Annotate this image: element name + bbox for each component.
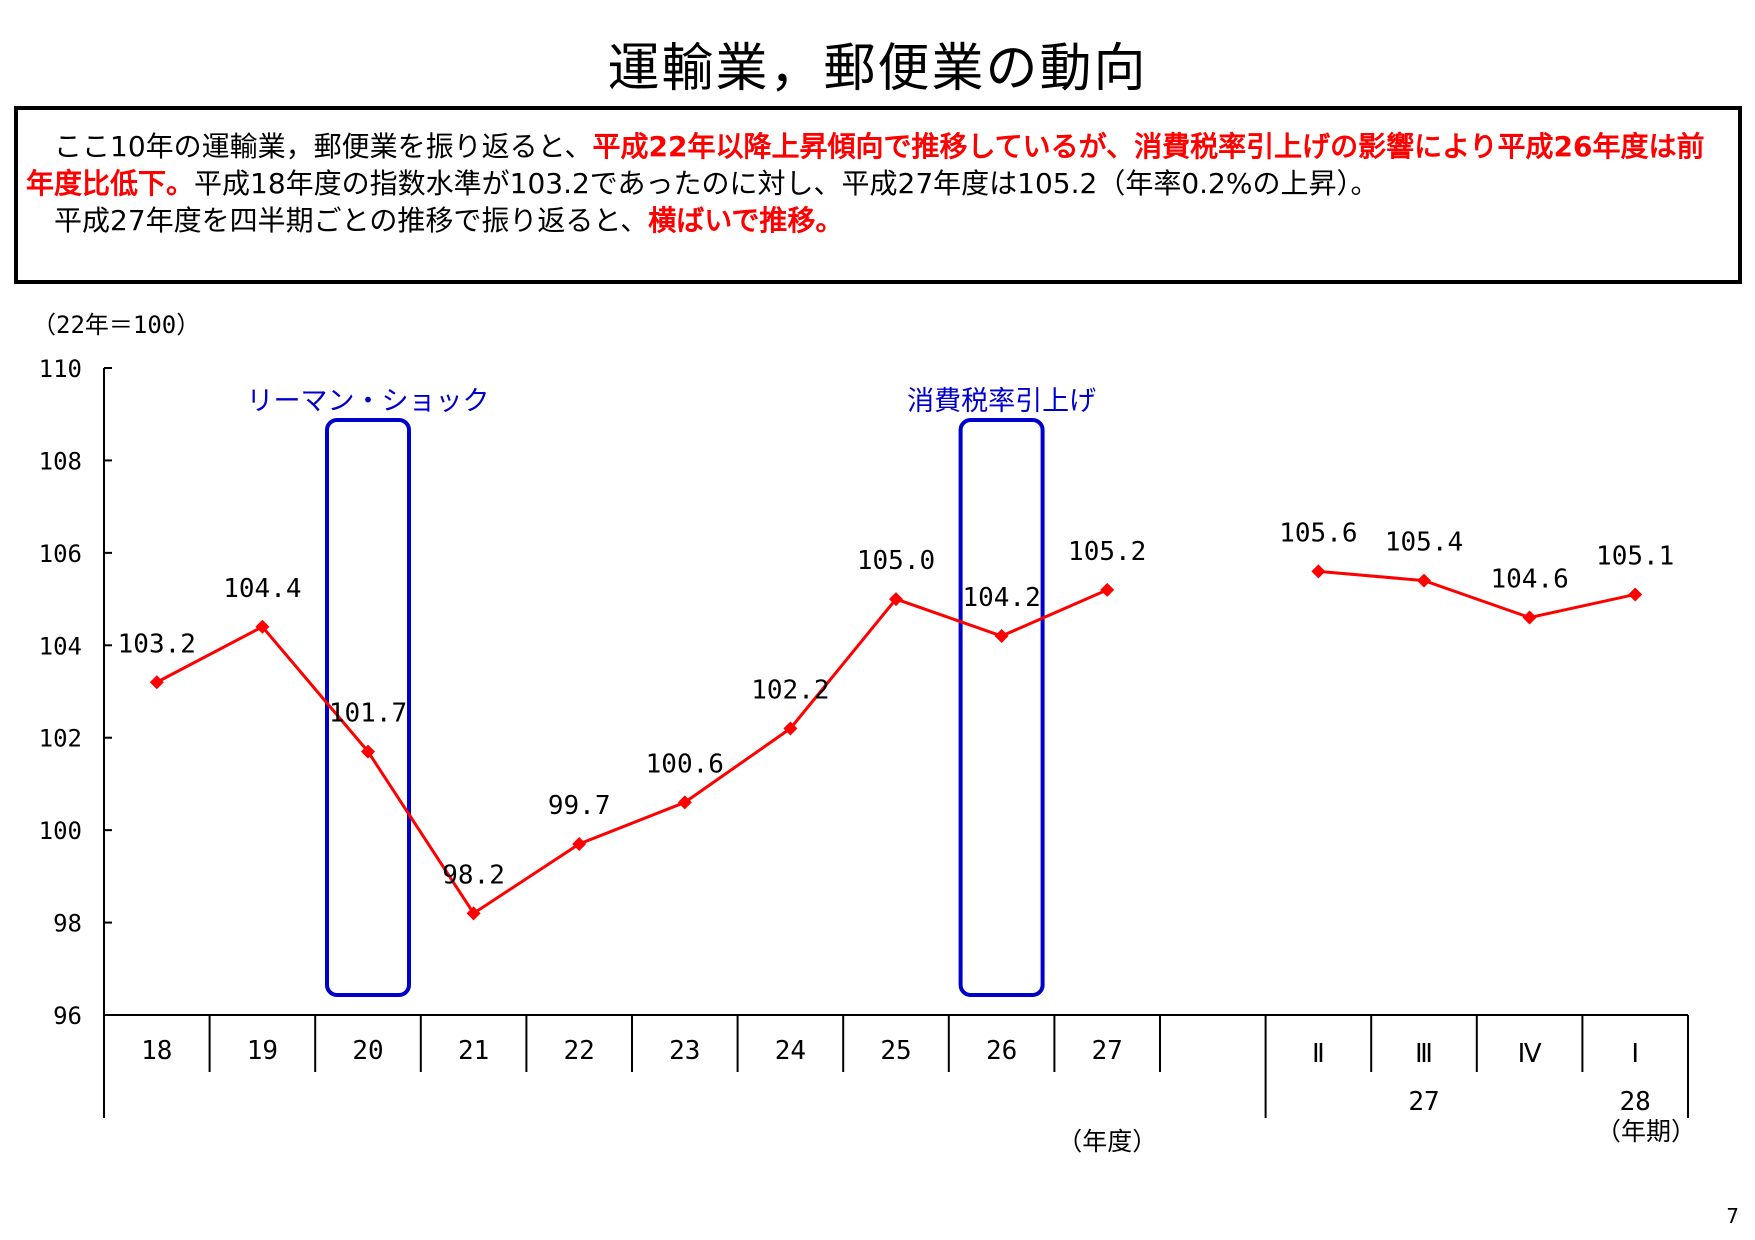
x-axis-unit-label: （年度） xyxy=(1057,1127,1157,1156)
page-title: 運輸業，郵便業の動向 xyxy=(607,39,1148,99)
annual-series-point xyxy=(149,675,164,690)
summary-paragraph-2: 平成27年度を四半期ごとの推移で振り返ると、横ばいで推移。 xyxy=(26,202,1728,239)
x-tick-label: 20 xyxy=(352,1036,383,1066)
x-axis-unit-label: （年期） xyxy=(1596,1117,1696,1146)
x-tick-label: 27 xyxy=(1092,1036,1123,1066)
quarterly-series-data-label: 104.6 xyxy=(1490,565,1568,595)
annual-series-point xyxy=(677,795,692,810)
quarterly-series-point xyxy=(1522,610,1537,625)
annual-series-data-label: 98.2 xyxy=(442,860,505,890)
highlight-box xyxy=(958,418,1045,997)
annual-series-point xyxy=(994,629,1009,644)
quarterly-series-data-label: 105.6 xyxy=(1279,518,1357,548)
annotation-label: リーマン・ショック xyxy=(247,386,490,417)
summary-paragraph-1: ここ10年の運輸業，郵便業を振り返ると、平成22年以降上昇傾向で推移しているが、… xyxy=(26,128,1728,202)
quarterly-series-point xyxy=(1417,573,1431,588)
annual-series-data-label: 102.2 xyxy=(751,675,829,705)
annual-series-data-label: 104.4 xyxy=(223,574,301,604)
annual-series-point xyxy=(783,721,798,736)
y-tick-label: 108 xyxy=(39,447,82,475)
quarterly-series-point xyxy=(1311,564,1326,579)
y-tick-label: 96 xyxy=(53,1002,82,1030)
x-year-label: 27 xyxy=(1408,1087,1439,1117)
annual-series-data-label: 105.2 xyxy=(1068,537,1146,567)
summary-text: ここ10年の運輸業，郵便業を振り返ると、 xyxy=(54,130,593,163)
summary-text: 平成18年度の指数水準が103.2であったのに対し、平成27年度は105.2（年… xyxy=(194,167,1379,200)
summary-box: ここ10年の運輸業，郵便業を振り返ると、平成22年以降上昇傾向で推移しているが、… xyxy=(14,106,1742,284)
quarterly-series-data-label: 105.1 xyxy=(1596,541,1674,571)
annual-series-data-label: 103.2 xyxy=(118,629,196,659)
summary-highlight: 平成22年以降上昇傾向で推移しているが、消費税率引上げの影響により平成26年度は… xyxy=(26,130,1705,200)
x-tick-label: 19 xyxy=(247,1036,278,1066)
x-tick-label: 21 xyxy=(458,1036,489,1066)
x-tick-label: 24 xyxy=(775,1036,806,1066)
summary-highlight: 横ばいで推移。 xyxy=(648,204,844,237)
y-tick-label: 104 xyxy=(39,632,82,660)
annual-series-data-label: 99.7 xyxy=(548,791,611,821)
x-tick-label: 22 xyxy=(564,1036,595,1066)
highlight-box xyxy=(325,418,411,997)
x-tick-label-quarter: Ⅲ xyxy=(1415,1039,1433,1069)
annual-series-point xyxy=(361,744,375,759)
annual-series-data-label: 105.0 xyxy=(857,546,935,576)
annual-series-data-label: 101.7 xyxy=(329,699,407,729)
x-tick-label: 26 xyxy=(986,1036,1017,1066)
quarterly-series-data-label: 105.4 xyxy=(1385,528,1463,558)
y-tick-label: 98 xyxy=(53,910,82,938)
y-tick-label: 102 xyxy=(39,725,82,753)
x-tick-label-quarter: Ⅳ xyxy=(1518,1039,1542,1069)
x-tick-label-quarter: Ⅰ xyxy=(1631,1039,1639,1069)
annual-series-point xyxy=(255,619,270,634)
annual-series-point xyxy=(1100,582,1115,597)
annual-series-point xyxy=(466,906,481,921)
x-tick-label: 23 xyxy=(669,1036,700,1066)
quarterly-series-line xyxy=(1318,569,1636,620)
y-axis-unit-label: （22年＝100） xyxy=(32,311,200,339)
y-tick-label: 100 xyxy=(39,817,82,845)
x-year-label: 28 xyxy=(1620,1087,1651,1117)
summary-text: 平成27年度を四半期ごとの推移で振り返ると、 xyxy=(54,204,649,237)
quarterly-series-point xyxy=(1628,587,1643,602)
page-number: 7 xyxy=(1726,1204,1739,1228)
annual-series-data-label: 104.2 xyxy=(962,583,1040,613)
y-tick-label: 106 xyxy=(39,540,82,568)
annual-series-point xyxy=(889,592,903,607)
annual-series-line xyxy=(156,588,1108,916)
x-tick-label-quarter: Ⅱ xyxy=(1312,1039,1325,1069)
annotation-label: 消費税率引上げ xyxy=(907,386,1096,417)
x-tick-label: 18 xyxy=(141,1036,172,1066)
annual-series-data-label: 100.6 xyxy=(646,749,724,779)
y-tick-label: 110 xyxy=(39,355,82,383)
x-tick-label: 25 xyxy=(880,1036,911,1066)
annual-series-point xyxy=(572,837,587,852)
